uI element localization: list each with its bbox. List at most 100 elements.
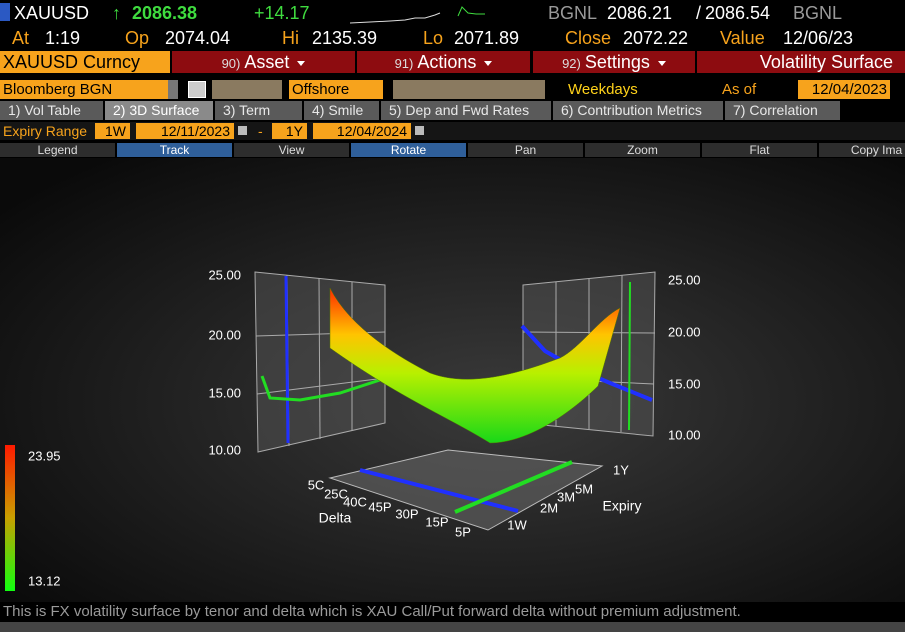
menu-label: Asset: [244, 52, 290, 72]
from-date[interactable]: 12/11/2023: [136, 123, 234, 139]
stat-value: 2135.39: [312, 28, 378, 48]
menu-number: 91): [394, 56, 414, 71]
toolbar-button[interactable]: Track: [117, 143, 232, 157]
toolbar-button[interactable]: Copy Ima: [819, 143, 905, 157]
market-dropdown[interactable]: Offshore: [289, 80, 383, 99]
delta-label: 45P: [368, 499, 391, 514]
menu-number: 90): [221, 56, 241, 71]
tab[interactable]: 6) Contribution Metrics: [553, 101, 723, 120]
range-dash: -: [258, 123, 263, 139]
delta-label: 15P: [425, 514, 448, 529]
net-change: +14.17: [254, 3, 310, 23]
source-dropdown[interactable]: Bloomberg BGN: [0, 80, 168, 99]
vol-surface: [329, 287, 621, 444]
stat-label: Lo: [423, 28, 444, 48]
toolbar-button[interactable]: Rotate: [351, 143, 466, 157]
toolbar-button[interactable]: Zoom: [585, 143, 700, 157]
right-tick-label: 10.00: [668, 427, 701, 442]
delta-label: 5P: [455, 524, 471, 539]
stat-value: 2074.04: [165, 28, 231, 48]
expiry-label: 3M: [557, 489, 575, 504]
colorbar-label: 23.95: [28, 448, 61, 463]
expiry-label: 2M: [540, 500, 558, 515]
as-of-label: As of: [722, 81, 757, 98]
surface-plot: 25.00 20.00 15.00 10.00 25.00 20.00 15.00 10.00…: [0, 158, 905, 602]
right-tick-label: 25.00: [668, 272, 701, 287]
function-name: Volatility Surface: [697, 51, 905, 73]
expiry-label: 1W: [507, 517, 527, 532]
dropdown-arrow: [484, 60, 493, 66]
left-tick-label: 25.00: [208, 267, 241, 282]
stat-value: 2072.22: [623, 28, 689, 48]
calendar-icon[interactable]: [415, 126, 424, 135]
stat-label: Value: [720, 28, 765, 48]
scrollbar[interactable]: [0, 622, 905, 632]
left-tick-label: 15.00: [208, 385, 241, 400]
colorbar-label: 13.12: [28, 573, 61, 588]
as-of-date[interactable]: 12/04/2023: [798, 80, 890, 99]
colorbar: [5, 445, 15, 591]
menu-label: Actions: [417, 52, 477, 72]
left-tick-label: 10.00: [208, 442, 241, 457]
menu-button[interactable]: 90) Asset: [172, 51, 355, 73]
delta-label: 5C: [308, 477, 325, 492]
menu-button[interactable]: 91) Actions: [357, 51, 530, 73]
blank-dropdown[interactable]: [393, 80, 545, 99]
sparkline: [350, 6, 485, 24]
footer-note: This is FX volatility surface by tenor a…: [3, 603, 741, 620]
axis-title: Expiry: [603, 498, 642, 514]
to-tenor[interactable]: 1Y: [272, 123, 307, 139]
delta-label: 25C: [324, 486, 348, 501]
up-arrow: ↑: [112, 3, 121, 23]
toolbar-button[interactable]: View: [234, 143, 349, 157]
security-field[interactable]: XAUUSD Curncy: [0, 51, 170, 73]
stat-label: Close: [565, 28, 612, 48]
price-source: BGNL: [793, 3, 843, 23]
menu-number: 92): [562, 56, 581, 71]
left-tick-label: 20.00: [208, 327, 241, 342]
last-price: 2086.38: [132, 3, 198, 23]
ticker: XAUUSD: [14, 3, 90, 23]
right-tick-label: 20.00: [668, 324, 701, 339]
range-label: Expiry Range: [3, 123, 88, 139]
floor: [328, 449, 604, 531]
toolbar-button[interactable]: Legend: [0, 143, 115, 157]
toolbar-button[interactable]: Pan: [468, 143, 583, 157]
bid: 2086.21: [607, 3, 673, 23]
stat-value: 1:19: [45, 28, 81, 48]
dropdown-arrow: [657, 60, 666, 66]
price-source: BGNL: [548, 3, 598, 23]
tab[interactable]: 3) Term: [215, 101, 302, 120]
delta-label: 40C: [343, 494, 367, 509]
tab[interactable]: 1) Vol Table: [0, 101, 103, 120]
tab[interactable]: 4) Smile: [304, 101, 379, 120]
stat-value: 2071.89: [454, 28, 520, 48]
ticker-marker: [0, 3, 10, 21]
blank-dropdown[interactable]: [212, 80, 282, 99]
save-icon[interactable]: [188, 81, 206, 98]
dropdown-button[interactable]: [168, 80, 178, 99]
tab[interactable]: 2) 3D Surface: [105, 101, 213, 120]
stat-label: Hi: [282, 28, 299, 48]
calendar-icon[interactable]: [238, 126, 247, 135]
expiry-label: 1Y: [613, 462, 629, 477]
tab[interactable]: 7) Correlation: [725, 101, 840, 120]
calendar: Weekdays: [568, 81, 638, 98]
tab[interactable]: 5) Dep and Fwd Rates: [381, 101, 551, 120]
menu-button[interactable]: 92) Settings: [533, 51, 695, 73]
stat-label: At: [12, 28, 30, 48]
delta-label: 30P: [395, 506, 418, 521]
expiry-label: 5M: [575, 481, 593, 496]
right-tick-label: 15.00: [668, 376, 701, 391]
ask: 2086.54: [705, 3, 771, 23]
axis-title: Delta: [319, 510, 352, 526]
toolbar-button[interactable]: Flat: [702, 143, 817, 157]
stat-value: 12/06/23: [783, 28, 854, 48]
to-date[interactable]: 12/04/2024: [313, 123, 411, 139]
stat-label: Op: [125, 28, 150, 48]
from-tenor[interactable]: 1W: [95, 123, 130, 139]
dropdown-arrow: [297, 60, 306, 66]
separator: /: [696, 3, 702, 23]
menu-label: Settings: [584, 52, 650, 72]
